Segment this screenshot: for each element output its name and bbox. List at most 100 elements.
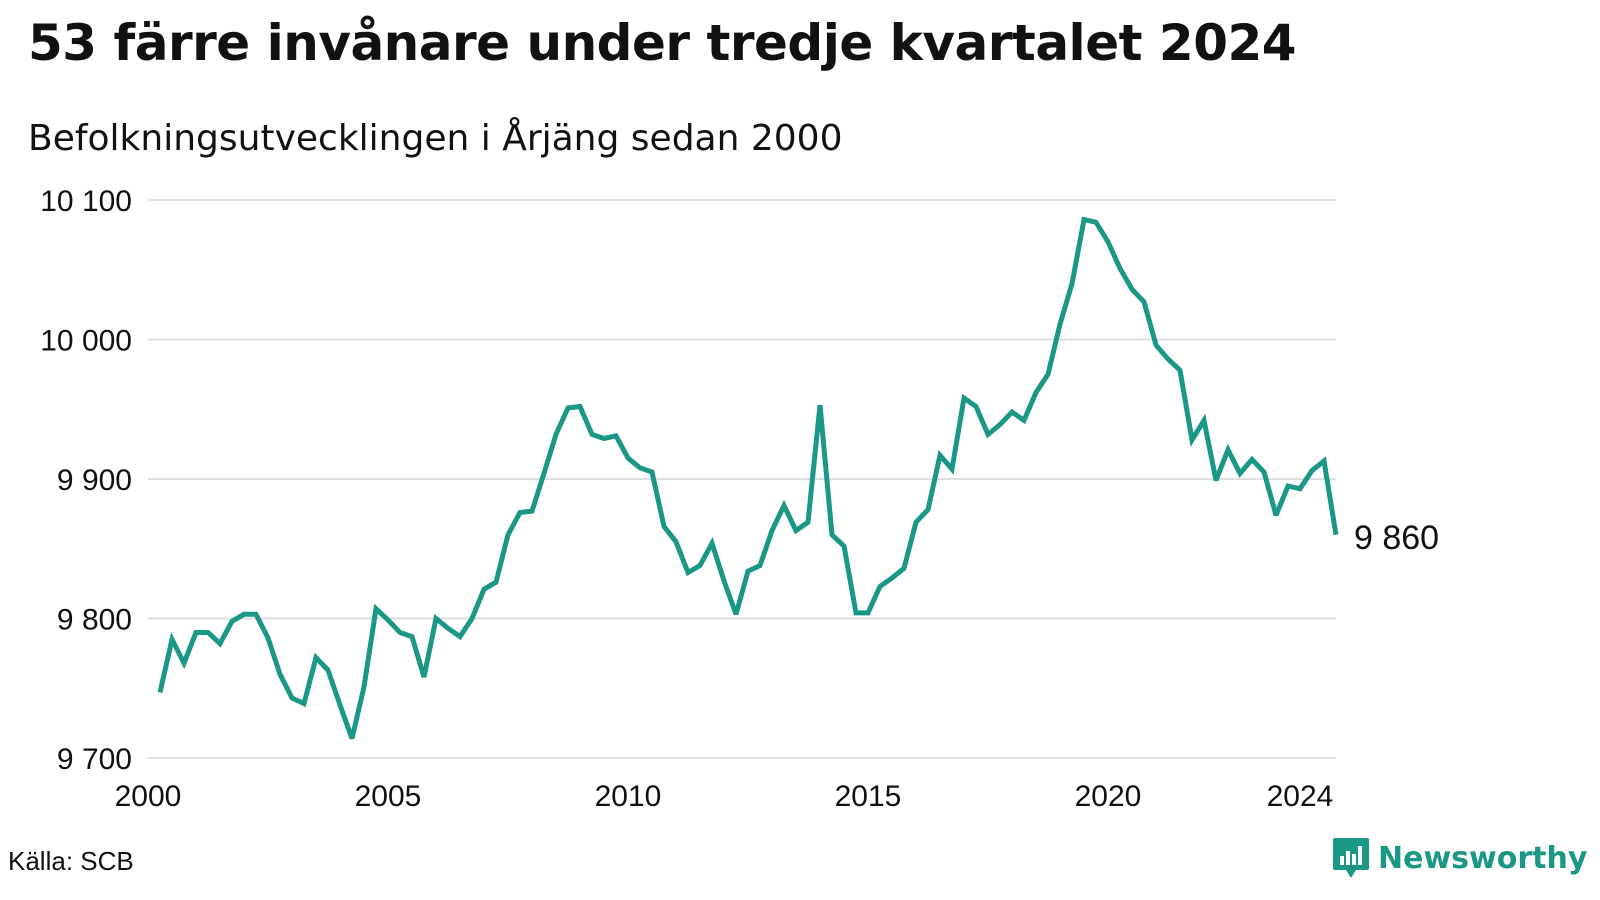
data-point [458, 634, 463, 639]
data-point [1274, 513, 1279, 518]
data-point [686, 570, 691, 575]
data-point [1082, 217, 1087, 222]
x-tick-label: 2000 [115, 780, 182, 813]
data-point [614, 433, 619, 438]
data-point [1142, 299, 1147, 304]
data-point [674, 539, 679, 544]
data-point [902, 566, 907, 571]
y-tick-label: 10 100 [40, 185, 132, 218]
data-point [650, 470, 655, 475]
source-note: Källa: SCB [8, 846, 134, 876]
data-point [326, 668, 331, 673]
x-tick-label: 2010 [595, 780, 662, 813]
data-point [506, 532, 511, 537]
data-point [314, 655, 319, 660]
data-point [542, 471, 547, 476]
data-point [1130, 287, 1135, 292]
data-point [1238, 471, 1243, 476]
data-point [1118, 266, 1123, 271]
data-point [818, 403, 823, 408]
data-point [878, 584, 883, 589]
data-point [1322, 458, 1327, 463]
series-group [157, 216, 1339, 741]
data-point [1262, 470, 1267, 475]
data-point [794, 528, 799, 533]
data-point [170, 637, 175, 642]
data-point [1334, 532, 1339, 537]
data-point [938, 453, 943, 458]
data-point [578, 404, 583, 409]
data-point [962, 396, 967, 401]
data-point [830, 532, 835, 537]
data-point [1178, 368, 1183, 373]
data-point [866, 610, 871, 615]
data-point [662, 524, 667, 529]
data-point [998, 422, 1003, 427]
data-point [422, 675, 427, 680]
data-point [638, 465, 643, 470]
data-point [446, 626, 451, 631]
data-point [914, 520, 919, 525]
data-point [1034, 390, 1039, 395]
data-point [194, 630, 199, 635]
brand-logo: Newsworthy [1332, 836, 1587, 880]
x-tick-label: 2024 [1267, 780, 1334, 813]
data-point [1286, 483, 1291, 488]
brand-name: Newsworthy [1378, 840, 1588, 876]
data-point [242, 612, 247, 617]
data-point [854, 610, 859, 615]
data-point [1202, 418, 1207, 423]
data-point [758, 563, 763, 568]
data-point [590, 432, 595, 437]
data-point [1298, 486, 1303, 491]
data-point [374, 606, 379, 611]
data-point [182, 661, 187, 666]
data-point [434, 616, 439, 621]
chart-title: 53 färre invånare under tredje kvartalet… [28, 14, 1297, 72]
data-point [470, 616, 475, 621]
line-chart: 9 700 9 800 9 900 10 000 10 100 2000 2005 2010… [40, 185, 1439, 813]
data-point [1022, 418, 1027, 423]
data-point [1058, 322, 1063, 327]
data-point [1250, 457, 1255, 462]
chart-subtitle: Befolkningsutvecklingen i Årjäng sedan 2… [28, 118, 843, 159]
data-point [806, 520, 811, 525]
data-point [566, 405, 571, 410]
data-point [710, 541, 715, 546]
y-axis-tick-labels: 9 700 9 800 9 900 10 000 10 100 [40, 185, 132, 776]
newsworthy-logo-icon [1333, 838, 1369, 878]
data-point [734, 612, 739, 617]
data-point [950, 467, 955, 472]
data-point [602, 436, 607, 441]
data-point [350, 736, 355, 741]
data-point [410, 634, 415, 639]
data-point [890, 576, 895, 581]
data-point [266, 636, 271, 641]
data-point [698, 563, 703, 568]
data-point [230, 619, 235, 624]
y-tick-label: 9 700 [57, 743, 132, 776]
data-point [398, 630, 403, 635]
data-point [302, 701, 307, 706]
x-tick-label: 2020 [1075, 780, 1142, 813]
data-point [338, 702, 343, 707]
x-tick-label: 2015 [835, 780, 902, 813]
y-tick-label: 9 900 [57, 464, 132, 497]
data-point [494, 580, 499, 585]
data-point [1154, 343, 1159, 348]
end-label-group: 9 860 [1354, 519, 1439, 557]
data-point [386, 617, 391, 622]
data-point [254, 612, 259, 617]
data-point [554, 432, 559, 437]
data-point [986, 432, 991, 437]
data-point [626, 456, 631, 461]
data-point [770, 528, 775, 533]
data-point [1226, 447, 1231, 452]
data-point [1094, 220, 1099, 225]
data-point [1046, 372, 1051, 377]
end-value-label: 9 860 [1354, 519, 1439, 557]
data-point [218, 641, 223, 646]
x-axis-tick-labels: 2000 2005 2010 2015 2020 2024 [115, 780, 1334, 813]
x-tick-label: 2005 [355, 780, 422, 813]
data-point [1010, 410, 1015, 415]
